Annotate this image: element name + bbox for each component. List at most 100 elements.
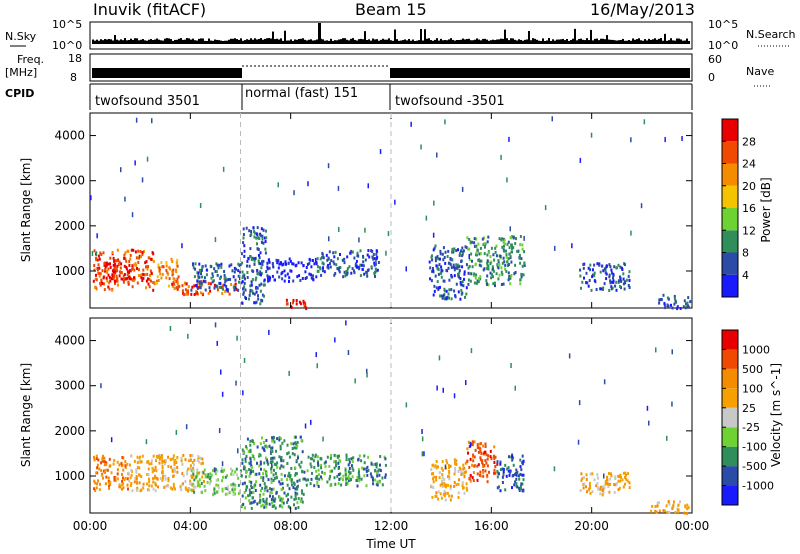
velocity-speckle (421, 429, 423, 434)
power-cell (448, 296, 450, 300)
velocity-cell (469, 479, 472, 483)
velocity-cell (516, 485, 519, 489)
power-cell (503, 249, 506, 253)
power-cell (171, 273, 174, 277)
velocity-cell (103, 460, 106, 463)
power-cell (468, 247, 471, 251)
nsky-bar (468, 38, 470, 44)
velocity-cell (179, 485, 182, 489)
power-cell (93, 268, 96, 272)
velocity-speckle (666, 435, 668, 441)
power-cell (451, 250, 453, 254)
velocity-cell (296, 444, 299, 448)
velocity-cell (192, 482, 195, 486)
velocity-cell (265, 458, 268, 462)
power-cell (254, 278, 257, 282)
power-cell (262, 283, 265, 287)
power-cell (184, 281, 186, 285)
power-cell (97, 271, 100, 275)
velocity-cell (287, 498, 290, 502)
velocity-cell (162, 476, 164, 480)
power-cell (201, 275, 203, 279)
power-cell (99, 281, 102, 285)
velocity-cell (589, 472, 592, 476)
velocity-cell (453, 472, 456, 476)
power-cell (359, 274, 362, 278)
velocity-cell (248, 493, 251, 497)
nsky-bar (178, 38, 180, 44)
nsky-bar (414, 40, 416, 44)
power-cell (477, 280, 480, 284)
power-cell (512, 246, 515, 249)
velocity-cell (628, 486, 631, 490)
velocity-cell (233, 488, 236, 491)
velocity-cell (196, 471, 199, 475)
power-cell (511, 245, 513, 249)
power-cell (221, 292, 224, 295)
nsky-bar (166, 38, 168, 44)
power-cell (170, 257, 173, 261)
velocity-cell (301, 491, 304, 495)
power-cell (615, 266, 618, 270)
velocity-bar-tick-label: -500 (742, 460, 767, 473)
velocity-cell (589, 486, 592, 490)
velocity-speckle (671, 401, 673, 407)
power-cell (103, 263, 106, 267)
velocity-cell (158, 457, 161, 461)
velocity-cell (307, 455, 310, 459)
velocity-cell (280, 478, 283, 482)
velocity-cell (663, 509, 666, 513)
power-cell (139, 250, 142, 253)
velocity-cell (273, 462, 276, 466)
velocity-speckle (421, 436, 424, 442)
velocity-cell (489, 449, 492, 453)
power-cell (264, 247, 267, 251)
power-cell (372, 253, 375, 256)
velocity-cell (285, 494, 288, 498)
power-cell (99, 272, 102, 276)
power-cell (132, 263, 135, 267)
power-cell (474, 244, 477, 248)
power-cell (266, 274, 269, 278)
nave-tick-bottom: 0 (708, 71, 715, 84)
power-cell (213, 286, 216, 290)
power-cell (242, 227, 245, 231)
velocity-speckle (221, 461, 224, 467)
velocity-cell (496, 460, 499, 464)
velocity-cell (443, 493, 446, 497)
power-speckle (96, 233, 98, 239)
velocity-cell (118, 483, 121, 487)
velocity-cell (118, 463, 121, 467)
velocity-cell (161, 461, 164, 464)
power-cell (503, 244, 505, 248)
power-cell (493, 281, 496, 285)
nsky-bar (642, 40, 644, 44)
velocity-cell (189, 479, 192, 483)
velocity-cell (317, 468, 320, 472)
nsky-bar (326, 40, 328, 44)
velocity-cell (280, 464, 283, 468)
power-cell (100, 253, 103, 256)
velocity-cell (458, 478, 460, 482)
power-cell (160, 276, 163, 280)
velocity-cell (289, 506, 292, 510)
power-cell (375, 257, 378, 261)
velocity-cell (279, 444, 282, 448)
velocity-cell (249, 491, 251, 495)
power-cell (312, 278, 315, 282)
velocity-cell (464, 461, 467, 465)
velocity-cell (286, 478, 289, 482)
nsky-bar (652, 39, 654, 44)
velocity-bar-tick-label: 500 (742, 363, 763, 376)
velocity-cell (263, 482, 266, 486)
nsky-bar (578, 38, 580, 44)
power-cell (469, 240, 472, 244)
power-cell (433, 289, 436, 293)
velocity-cell (150, 459, 153, 463)
power-cell (596, 262, 599, 266)
velocity-cell (443, 478, 446, 482)
velocity-cell (303, 470, 306, 474)
velocity-cell (163, 459, 166, 463)
power-cell (456, 266, 459, 270)
power-cell (260, 266, 263, 270)
